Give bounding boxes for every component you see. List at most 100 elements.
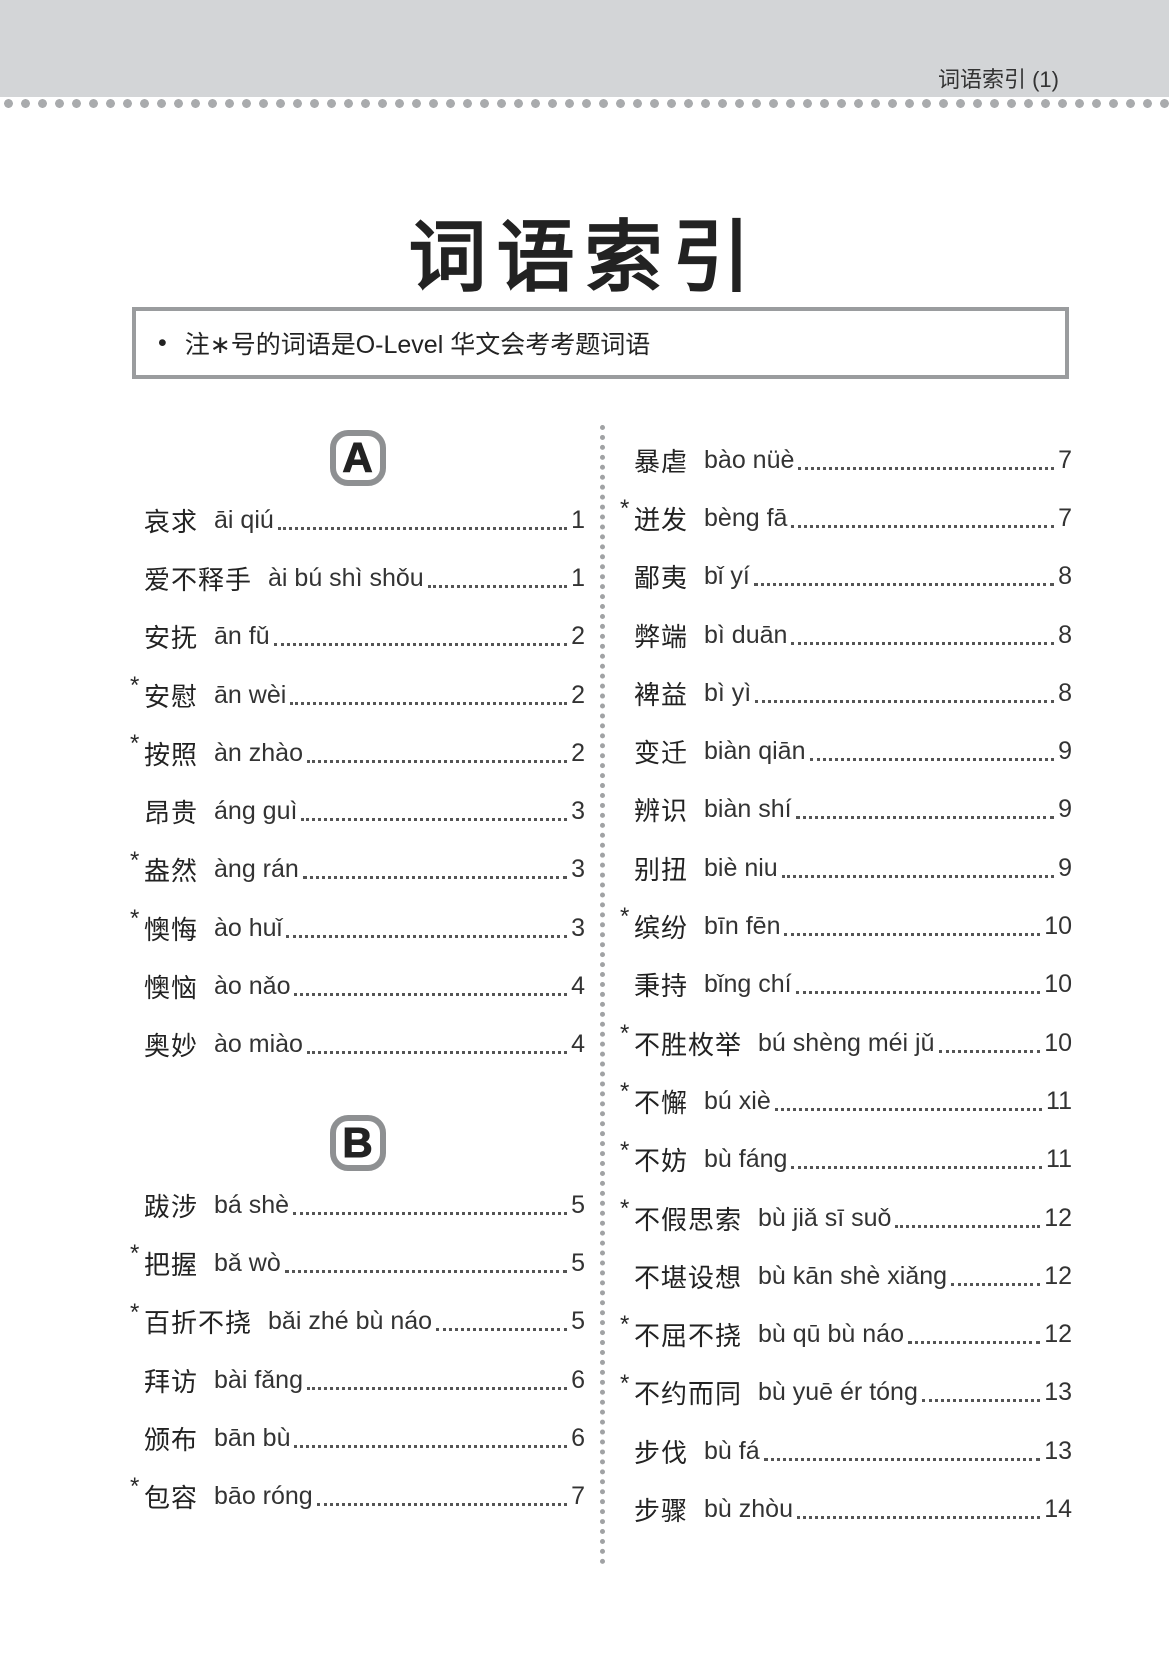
index-entry: 安抚 ān fǔ 2 [130, 608, 585, 666]
entry-page-number: 2 [571, 622, 585, 651]
exam-star-marker: * [130, 1240, 140, 1268]
exam-star-marker: * [620, 1369, 630, 1397]
exam-star-marker: * [620, 495, 630, 523]
section-gap [130, 1074, 585, 1110]
exam-star-marker: * [130, 1298, 140, 1326]
entry-word: 辨识 [634, 796, 689, 827]
entry-page-number: 12 [1044, 1261, 1072, 1290]
index-entry: 秉持 bǐng chí 10 [620, 956, 1072, 1014]
entry-word: 爱不释手 [144, 564, 253, 595]
entry-page-number: 9 [1058, 795, 1072, 824]
entry-pinyin: bù fáng [704, 1145, 788, 1174]
header-band: 词语索引 (1) [0, 0, 1169, 97]
index-entry: 步骤 bù zhòu 14 [620, 1480, 1072, 1538]
dot-leader [798, 451, 1055, 470]
index-entry: 懊恼 ào nǎo 4 [130, 957, 585, 1015]
entry-word: 迸发 [634, 504, 689, 535]
index-entry: * 安慰 ān wèi 2 [130, 666, 585, 724]
entry-pinyin: bù zhòu [704, 1494, 793, 1523]
entry-pinyin: ào miào [214, 1030, 303, 1059]
entry-page-number: 3 [571, 913, 585, 942]
exam-star-marker: * [620, 1194, 630, 1222]
entry-page-number: 8 [1058, 678, 1072, 707]
entry-page-number: 10 [1044, 912, 1072, 941]
entry-pinyin: bào nüè [704, 445, 795, 474]
index-entry: 昂贵 áng guì 3 [130, 782, 585, 840]
index-entry: * 盎然 àng rán 3 [130, 841, 585, 899]
bullet: • [158, 328, 167, 357]
dot-leader [951, 1267, 1041, 1286]
entry-word: 暴虐 [634, 446, 689, 477]
entry-word: 裨益 [634, 679, 689, 710]
entry-pinyin: bǐ yí [704, 562, 750, 591]
index-entry: 不堪设想 bù kān shè xiǎng 12 [620, 1247, 1072, 1305]
dot-leader [938, 1034, 1041, 1053]
entry-pinyin: bài fǎng [214, 1365, 303, 1394]
entry-pinyin: bú shèng méi jǔ [758, 1028, 935, 1057]
note-box: • 注∗号的词语是O-Level 华文会考考题词语 [132, 307, 1069, 379]
entry-page-number: 3 [571, 855, 585, 884]
index-entry: 辨识 biàn shí 9 [620, 781, 1072, 839]
entry-page-number: 14 [1044, 1494, 1072, 1523]
entry-page-number: 3 [571, 797, 585, 826]
exam-star-marker: * [130, 730, 140, 758]
section-letter-badge: B [329, 1114, 386, 1171]
exam-star-marker: * [130, 905, 140, 933]
entry-page-number: 6 [571, 1365, 585, 1394]
exam-star-marker: * [620, 1078, 630, 1106]
entry-pinyin: bù jiǎ sī suǒ [758, 1203, 892, 1232]
index-entry: 弊端 bì duān 8 [620, 606, 1072, 664]
dot-leader [763, 1442, 1041, 1461]
entry-pinyin: bù fá [704, 1436, 760, 1465]
entry-page-number: 2 [571, 680, 585, 709]
entry-page-number: 4 [571, 1030, 585, 1059]
dot-leader [774, 1092, 1043, 1111]
index-entry: 跋涉 bá shè 5 [130, 1176, 585, 1234]
entry-word: 鄙夷 [634, 563, 689, 594]
dot-leader [755, 684, 1055, 703]
index-entry: 暴虐 bào nüè 7 [620, 431, 1072, 489]
exam-star-marker: * [620, 1019, 630, 1047]
exam-star-marker: * [620, 903, 630, 931]
dot-leader [791, 1150, 1043, 1170]
dot-leader [753, 567, 1055, 587]
dot-leader [301, 802, 568, 822]
section-header: B [130, 1110, 585, 1176]
entry-pinyin: áng guì [214, 797, 298, 826]
index-entry: * 把握 bǎ wò 5 [130, 1234, 585, 1292]
entry-word: 不屈不挠 [634, 1321, 743, 1352]
entry-page-number: 7 [1058, 503, 1072, 532]
entry-word: 跋涉 [144, 1191, 199, 1222]
entry-pinyin: bú xiè [704, 1086, 771, 1115]
dot-leader [796, 1500, 1041, 1519]
entry-page-number: 7 [571, 1482, 585, 1511]
entry-pinyin: bù qū bù náo [758, 1320, 904, 1349]
dot-leader [427, 569, 568, 588]
entry-page-number: 8 [1058, 562, 1072, 591]
exam-star-marker: * [130, 846, 140, 874]
entry-word: 包容 [144, 1483, 199, 1514]
entry-page-number: 5 [571, 1248, 585, 1277]
dot-leader [277, 511, 568, 530]
entry-word: 不妨 [634, 1146, 689, 1177]
entry-word: 弊端 [634, 621, 689, 652]
index-entry: 颁布 bān bù 6 [130, 1409, 585, 1467]
dot-leader [784, 917, 1041, 937]
exam-star-marker: * [620, 1311, 630, 1339]
entry-word: 百折不挠 [144, 1308, 253, 1339]
entry-word: 懊悔 [144, 914, 199, 945]
note-text: 注∗号的词语是O-Level 华文会考考题词语 [184, 331, 651, 359]
index-entry: * 迸发 bèng fā 7 [620, 489, 1072, 547]
entry-word: 不假思索 [634, 1204, 743, 1235]
index-entry: 哀求 āi qiú 1 [130, 491, 585, 549]
exam-star-marker: * [130, 1473, 140, 1501]
index-entry: * 不假思索 bù jiǎ sī suǒ 12 [620, 1189, 1072, 1247]
entry-pinyin: biàn shí [704, 795, 792, 824]
entry-page-number: 12 [1044, 1203, 1072, 1232]
dot-leader [273, 627, 568, 647]
dot-leader [781, 859, 1055, 878]
entry-page-number: 13 [1044, 1378, 1072, 1407]
index-entry: * 按照 àn zhào 2 [130, 724, 585, 782]
dot-leader [795, 800, 1055, 820]
entry-pinyin: bá shè [214, 1190, 290, 1219]
